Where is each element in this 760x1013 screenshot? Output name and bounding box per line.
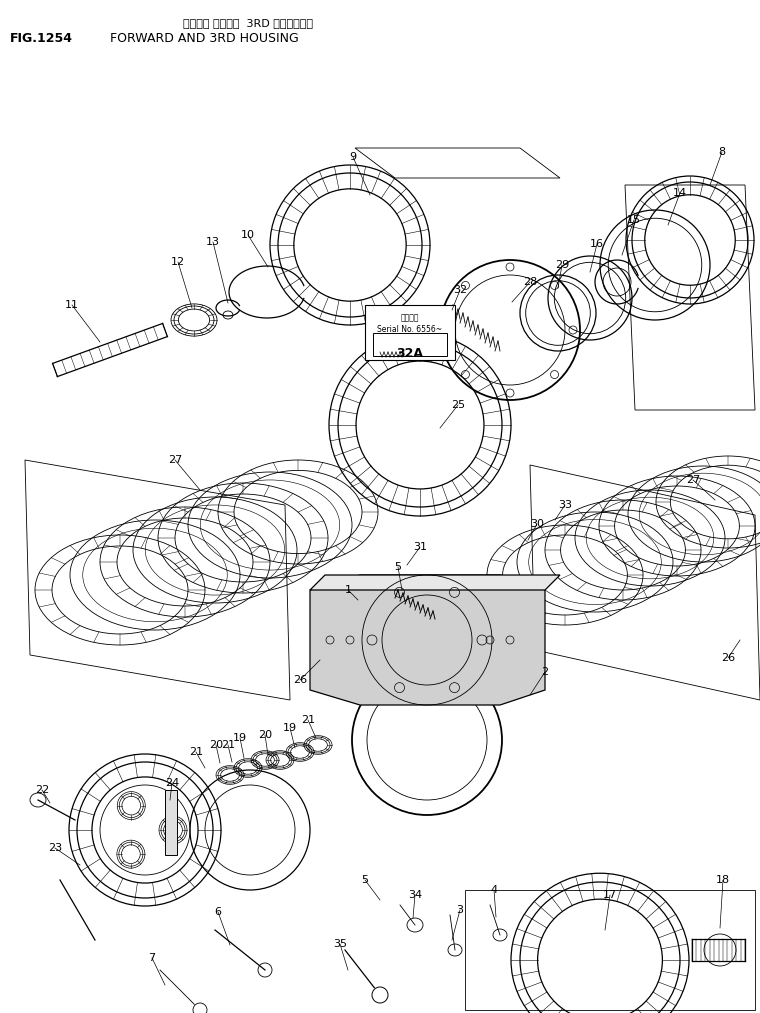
- Text: 29: 29: [555, 260, 569, 270]
- Polygon shape: [625, 185, 755, 410]
- Text: 21: 21: [189, 747, 203, 757]
- Text: 33: 33: [558, 500, 572, 510]
- Circle shape: [193, 1003, 207, 1013]
- Text: 12: 12: [171, 257, 185, 267]
- Polygon shape: [310, 575, 560, 590]
- Text: 9: 9: [350, 152, 356, 162]
- Text: 32A: 32A: [397, 347, 423, 360]
- Text: 2: 2: [541, 667, 549, 677]
- Text: 26: 26: [721, 653, 735, 663]
- Text: FIG.1254: FIG.1254: [10, 32, 73, 45]
- Text: 21: 21: [301, 715, 315, 725]
- Text: センシン オヨビ゚  3RD ハウシンク゚: センシン オヨビ゚ 3RD ハウシンク゚: [183, 18, 313, 28]
- Polygon shape: [530, 465, 760, 700]
- Text: 15: 15: [627, 215, 641, 225]
- Text: Serial No. 6556~: Serial No. 6556~: [378, 325, 442, 334]
- Text: 20: 20: [258, 730, 272, 741]
- Text: 32: 32: [453, 285, 467, 295]
- Bar: [165, 790, 177, 855]
- Text: 4: 4: [490, 885, 498, 895]
- Text: 6: 6: [214, 907, 221, 917]
- Text: 7: 7: [148, 953, 156, 963]
- Text: 適用号機: 適用号機: [401, 313, 420, 322]
- Text: 35: 35: [333, 939, 347, 949]
- Polygon shape: [465, 890, 755, 1010]
- Text: 19: 19: [283, 723, 297, 733]
- Text: 24: 24: [165, 778, 179, 788]
- Text: 16: 16: [590, 239, 604, 249]
- Text: 8: 8: [718, 147, 726, 157]
- Text: FORWARD AND 3RD HOUSING: FORWARD AND 3RD HOUSING: [110, 32, 299, 45]
- Text: 27: 27: [686, 475, 700, 485]
- Text: 21: 21: [221, 741, 235, 750]
- Polygon shape: [25, 460, 290, 700]
- Text: 22: 22: [35, 785, 49, 795]
- Bar: [373, 333, 447, 356]
- Text: 1: 1: [344, 585, 351, 595]
- Text: 23: 23: [48, 843, 62, 853]
- Text: 30: 30: [530, 519, 544, 529]
- Text: 20: 20: [209, 741, 223, 750]
- Text: 11: 11: [65, 300, 79, 310]
- Polygon shape: [310, 575, 545, 705]
- Text: 5: 5: [394, 562, 401, 572]
- Text: 19: 19: [233, 733, 247, 743]
- Text: 13: 13: [206, 237, 220, 247]
- Text: 27: 27: [168, 455, 182, 465]
- Text: 25: 25: [451, 400, 465, 410]
- Text: 31: 31: [413, 542, 427, 552]
- Text: 28: 28: [523, 277, 537, 287]
- Circle shape: [372, 987, 388, 1003]
- Bar: [365, 305, 455, 360]
- Text: 10: 10: [241, 230, 255, 240]
- Text: 18: 18: [716, 875, 730, 885]
- Text: 34: 34: [408, 890, 422, 900]
- Text: 3: 3: [457, 905, 464, 915]
- Text: 26: 26: [293, 675, 307, 685]
- Text: 17: 17: [603, 890, 617, 900]
- Polygon shape: [355, 148, 560, 178]
- Text: 5: 5: [362, 875, 369, 885]
- Text: 14: 14: [673, 188, 687, 198]
